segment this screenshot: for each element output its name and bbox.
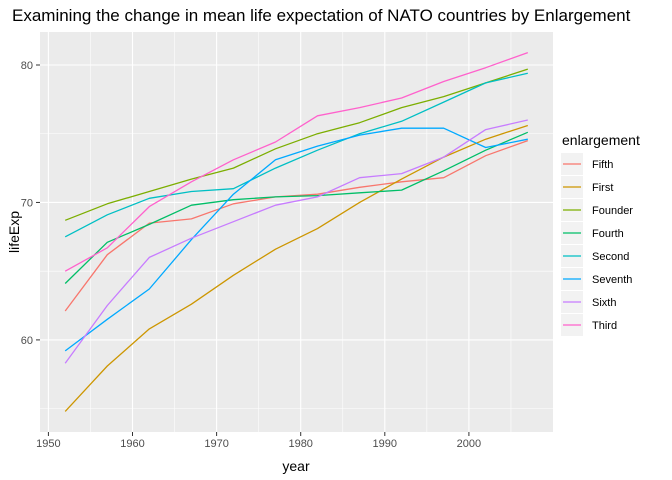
legend-label: First <box>592 182 613 194</box>
legend-item-second: Second <box>561 245 629 267</box>
plot-panel <box>40 32 553 432</box>
x-tick-label: 1950 <box>36 438 60 450</box>
legend-label: Fifth <box>592 159 613 171</box>
series-line-third <box>64 51 529 272</box>
y-axis-title: lifeExp <box>6 211 22 253</box>
minor-gridlines <box>40 32 553 432</box>
legend-item-founder: Founder <box>561 199 633 221</box>
series-line-second <box>64 72 528 238</box>
legend-label: Seventh <box>592 274 632 286</box>
x-tick-label: 1960 <box>120 438 144 450</box>
x-tick-label: 1970 <box>204 438 228 450</box>
legend-label: Third <box>592 320 617 332</box>
legend-label: Fourth <box>592 228 624 240</box>
major-gridlines <box>40 32 553 432</box>
series-lines <box>64 51 529 412</box>
y-axis: 60 70 80 <box>21 60 40 347</box>
y-tick-label: 70 <box>21 197 33 209</box>
y-tick-label: 60 <box>21 335 33 347</box>
legend-item-third: Third <box>561 314 617 336</box>
legend-item-seventh: Seventh <box>561 268 632 290</box>
legend-item-sixth: Sixth <box>561 291 616 313</box>
legend-label: Sixth <box>592 297 616 309</box>
series-line-founder <box>64 68 529 221</box>
series-line-fifth <box>64 139 529 312</box>
x-tick-label: 2000 <box>457 438 481 450</box>
series-line-sixth <box>64 119 528 364</box>
legend-item-fifth: Fifth <box>561 153 613 175</box>
legend-item-fourth: Fourth <box>561 222 624 244</box>
x-axis: 1950 1960 1970 1980 1990 2000 <box>36 432 481 450</box>
x-tick-label: 1980 <box>288 438 312 450</box>
legend-item-first: First <box>561 176 613 198</box>
series-line-seventh <box>64 127 528 352</box>
legend-title: enlargement <box>562 132 640 148</box>
x-tick-label: 1990 <box>373 438 397 450</box>
series-line-first <box>64 124 529 412</box>
chart-title: Examining the change in mean life expect… <box>12 6 631 25</box>
legend: enlargement Fifth First Founder Fourth Secon… <box>561 132 640 336</box>
legend-label: Second <box>592 251 629 263</box>
series-line-fourth <box>64 131 529 284</box>
y-tick-label: 80 <box>21 60 33 72</box>
x-axis-title: year <box>282 458 310 474</box>
legend-label: Founder <box>592 205 633 217</box>
